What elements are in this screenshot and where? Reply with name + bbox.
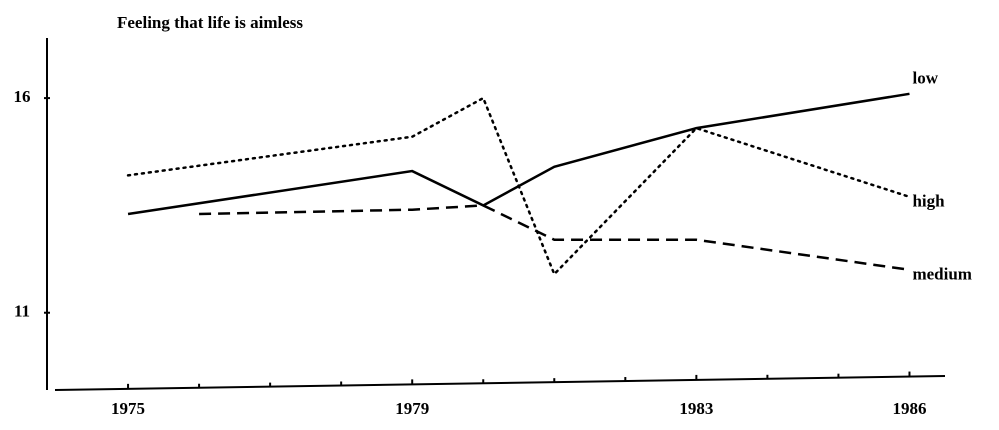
y-tick-label: 16	[14, 87, 31, 106]
series-label: medium	[912, 265, 972, 284]
y-tick-label: 11	[14, 302, 30, 321]
series-label: low	[912, 69, 938, 88]
series-line	[126, 96, 911, 277]
series-line	[199, 204, 910, 272]
x-tick-label: 1975	[111, 399, 145, 418]
x-axis	[54, 375, 946, 391]
chart-title: Feeling that life is aimless	[117, 13, 303, 32]
x-tick-label: 1983	[679, 399, 713, 418]
series-line	[127, 92, 910, 216]
x-tick-label: 1986	[892, 399, 926, 418]
x-tick-label: 1979	[395, 399, 429, 418]
series-label: high	[912, 192, 945, 211]
